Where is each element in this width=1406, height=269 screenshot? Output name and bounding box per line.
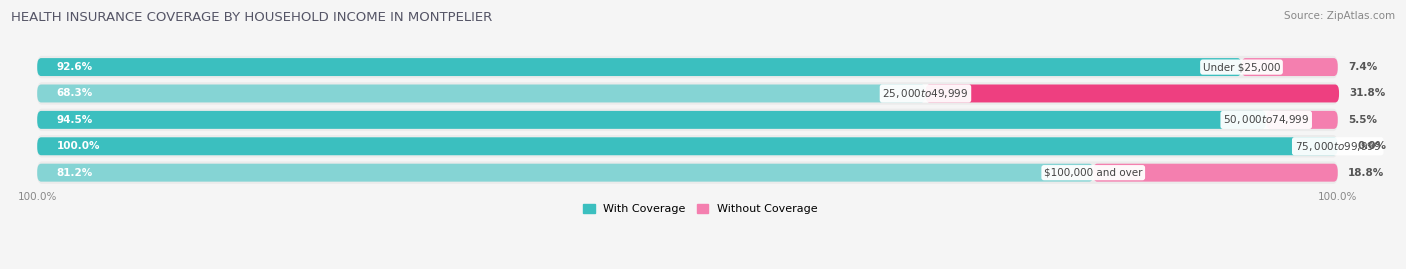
Text: $75,000 to $99,999: $75,000 to $99,999 bbox=[1295, 140, 1381, 153]
FancyBboxPatch shape bbox=[1094, 164, 1337, 182]
Text: 100.0%: 100.0% bbox=[17, 192, 56, 202]
FancyBboxPatch shape bbox=[1241, 58, 1337, 76]
FancyBboxPatch shape bbox=[37, 137, 1337, 155]
Text: HEALTH INSURANCE COVERAGE BY HOUSEHOLD INCOME IN MONTPELIER: HEALTH INSURANCE COVERAGE BY HOUSEHOLD I… bbox=[11, 11, 492, 24]
Text: $100,000 and over: $100,000 and over bbox=[1045, 168, 1143, 178]
Text: $50,000 to $74,999: $50,000 to $74,999 bbox=[1223, 113, 1309, 126]
Text: 100.0%: 100.0% bbox=[1317, 192, 1357, 202]
Text: 7.4%: 7.4% bbox=[1348, 62, 1378, 72]
FancyBboxPatch shape bbox=[1267, 111, 1337, 129]
Text: $25,000 to $49,999: $25,000 to $49,999 bbox=[883, 87, 969, 100]
FancyBboxPatch shape bbox=[37, 82, 1337, 105]
FancyBboxPatch shape bbox=[37, 109, 1337, 131]
FancyBboxPatch shape bbox=[37, 161, 1337, 184]
Text: 0.0%: 0.0% bbox=[1357, 141, 1386, 151]
Text: 94.5%: 94.5% bbox=[56, 115, 93, 125]
FancyBboxPatch shape bbox=[925, 84, 1339, 102]
Text: 5.5%: 5.5% bbox=[1348, 115, 1376, 125]
Text: 31.8%: 31.8% bbox=[1350, 89, 1386, 98]
Text: Source: ZipAtlas.com: Source: ZipAtlas.com bbox=[1284, 11, 1395, 21]
FancyBboxPatch shape bbox=[37, 111, 1267, 129]
FancyBboxPatch shape bbox=[37, 164, 1094, 182]
Text: 18.8%: 18.8% bbox=[1348, 168, 1385, 178]
FancyBboxPatch shape bbox=[37, 84, 925, 102]
Text: 92.6%: 92.6% bbox=[56, 62, 93, 72]
Legend: With Coverage, Without Coverage: With Coverage, Without Coverage bbox=[579, 200, 823, 219]
FancyBboxPatch shape bbox=[37, 135, 1337, 157]
FancyBboxPatch shape bbox=[37, 56, 1337, 78]
Text: 81.2%: 81.2% bbox=[56, 168, 93, 178]
Text: 68.3%: 68.3% bbox=[56, 89, 93, 98]
FancyBboxPatch shape bbox=[37, 58, 1241, 76]
Text: 100.0%: 100.0% bbox=[56, 141, 100, 151]
Text: Under $25,000: Under $25,000 bbox=[1202, 62, 1281, 72]
